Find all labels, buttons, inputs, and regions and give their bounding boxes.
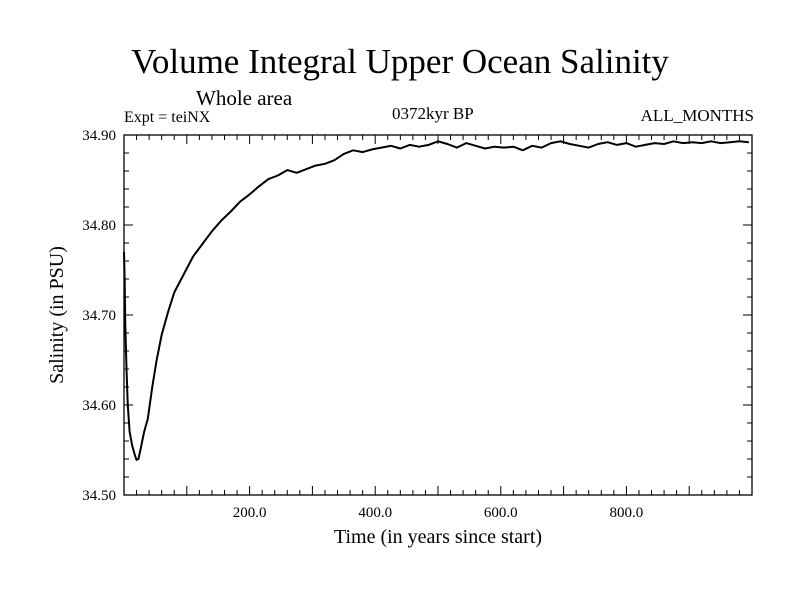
salinity-series-line (123, 140, 749, 461)
chart-title: Volume Integral Upper Ocean Salinity (131, 42, 669, 81)
x-tick-label: 800.0 (610, 505, 644, 521)
x-axis-label: Time (in years since start) (334, 526, 542, 548)
period-label: 0372kyr BP (392, 104, 474, 123)
y-tick-label: 34.70 (82, 308, 116, 324)
y-tick-label: 34.60 (82, 398, 116, 414)
chart-subtitle: Whole area (196, 86, 293, 110)
x-tick-label: 400.0 (358, 505, 392, 521)
plot-frame (123, 134, 753, 496)
y-tick-label: 34.90 (82, 128, 116, 144)
tick-labels-layer: 200.0 400.0 600.0 800.0 34.50 34.60 34.70 34.80… (82, 128, 643, 521)
ticks-layer (123, 134, 753, 496)
x-tick-label: 200.0 (233, 505, 267, 521)
y-tick-label: 34.50 (82, 488, 116, 504)
x-tick-label: 600.0 (484, 505, 518, 521)
y-axis-label: Salinity (in PSU) (46, 246, 68, 384)
experiment-label: Expt = teiNX (124, 109, 211, 126)
y-tick-label: 34.80 (82, 218, 116, 234)
months-label: ALL_MONTHS (640, 106, 754, 125)
